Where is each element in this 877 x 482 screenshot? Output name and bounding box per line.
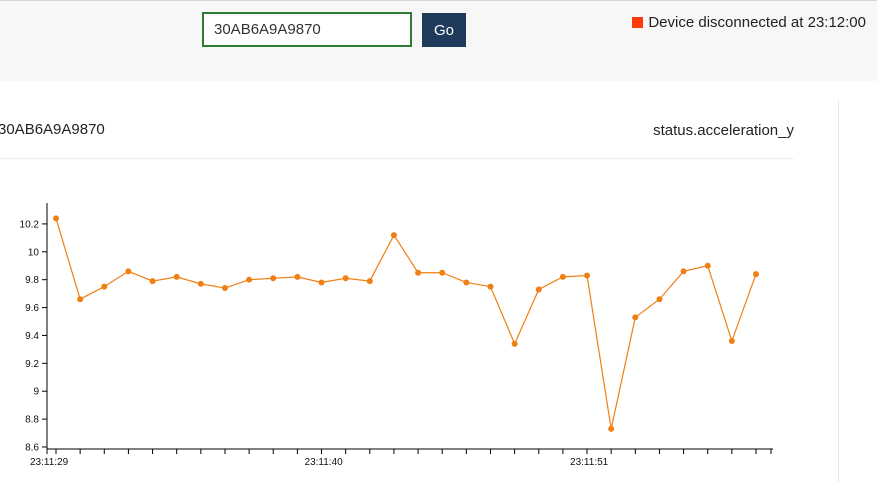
y-tick-label: 9.8 xyxy=(25,275,39,286)
disconnected-indicator-icon xyxy=(632,17,644,28)
data-point xyxy=(221,285,228,292)
connection-status: Device disconnected at 23:12:00 xyxy=(632,14,866,31)
data-point xyxy=(390,232,397,239)
data-point xyxy=(680,268,687,275)
chart-device-id: 30AB6A9A9870 xyxy=(0,121,105,138)
data-point xyxy=(584,272,591,279)
y-tick-label: 10.2 xyxy=(20,219,40,230)
x-tick-label: 23:11:29 xyxy=(30,457,69,468)
y-tick-label: 8.8 xyxy=(25,415,39,426)
data-point xyxy=(294,273,301,280)
data-point xyxy=(656,296,663,303)
x-axis: 23:11:29 23:11:40 23:11:51 xyxy=(30,448,773,468)
data-point xyxy=(728,338,735,345)
data-point xyxy=(632,314,639,321)
data-point xyxy=(53,215,59,222)
go-button[interactable]: Go xyxy=(422,13,466,47)
x-tick-label: 23:11:40 xyxy=(305,457,344,468)
data-point xyxy=(197,280,204,287)
y-tick-label: 10 xyxy=(28,247,40,258)
y-axis: 10.2 10 9.8 9.6 9.4 9.2 9 8.8 8.6 xyxy=(20,203,48,454)
data-point xyxy=(511,340,518,347)
data-point xyxy=(608,425,615,432)
y-tick-label: 8.6 xyxy=(25,443,39,454)
device-id-input[interactable] xyxy=(202,12,412,47)
data-point xyxy=(270,275,277,282)
y-tick-label: 9 xyxy=(33,387,39,398)
data-point xyxy=(487,283,494,290)
data-point xyxy=(318,279,325,286)
chart-field-name: status.acceleration_y xyxy=(653,122,794,139)
x-tick-label: 23:11:51 xyxy=(570,457,609,468)
data-point xyxy=(463,279,470,286)
data-point xyxy=(535,286,542,293)
data-point xyxy=(125,268,132,275)
data-point xyxy=(77,296,84,303)
data-point xyxy=(246,276,253,283)
data-point xyxy=(101,283,108,290)
y-tick-label: 9.6 xyxy=(25,303,39,314)
data-point xyxy=(753,271,759,278)
top-toolbar: Go Device disconnected at 23:12:00 xyxy=(0,0,877,81)
data-point xyxy=(149,278,156,285)
connection-status-text: Device disconnected at 23:12:00 xyxy=(648,14,866,31)
data-point xyxy=(366,278,373,285)
data-point xyxy=(342,275,349,282)
series-layer xyxy=(53,215,759,432)
data-point xyxy=(415,269,422,276)
data-point xyxy=(559,273,566,280)
panel-divider xyxy=(838,100,839,482)
series-line xyxy=(55,218,757,430)
data-point xyxy=(173,273,180,280)
y-tick-label: 9.2 xyxy=(25,359,39,370)
data-point xyxy=(439,269,446,276)
chart-header-divider xyxy=(0,158,794,159)
data-point xyxy=(704,262,711,269)
y-tick-label: 9.4 xyxy=(25,331,39,342)
